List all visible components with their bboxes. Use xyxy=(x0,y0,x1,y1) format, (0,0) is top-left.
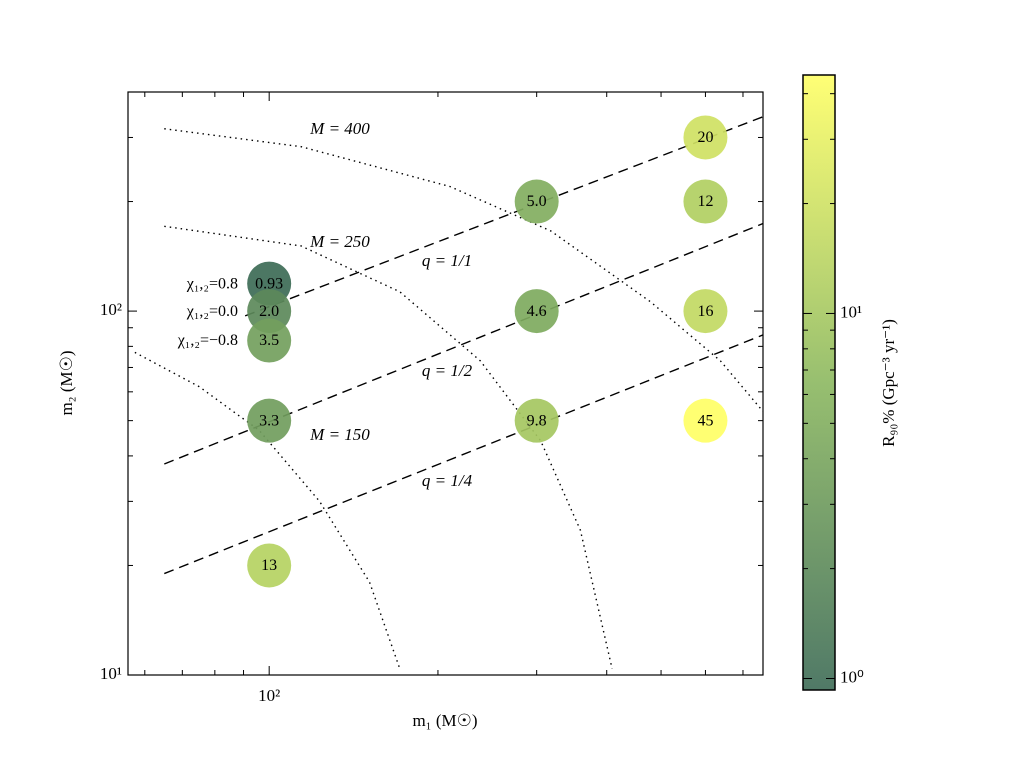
point xyxy=(514,179,559,224)
colorbar xyxy=(802,74,836,691)
line-label: q = 1/1 xyxy=(422,251,472,270)
ratio-line xyxy=(164,222,763,465)
point xyxy=(683,115,728,160)
x-tick-label: 10² xyxy=(258,686,280,705)
curve-label: M = 150 xyxy=(309,425,370,444)
plot-frame xyxy=(127,91,764,676)
point xyxy=(247,398,292,443)
point xyxy=(514,289,559,334)
point xyxy=(247,318,292,363)
point-label: 3.3 xyxy=(259,412,279,429)
line-label: q = 1/2 xyxy=(422,361,473,380)
spin-label: χ₁,₂=−0.8 xyxy=(177,332,238,349)
spin-label: χ₁,₂=0.8 xyxy=(186,275,238,292)
plot-lines xyxy=(134,116,763,670)
point-label: 16 xyxy=(697,303,713,320)
point-label: 9.8 xyxy=(527,412,547,429)
point xyxy=(683,398,728,443)
point-label: 12 xyxy=(697,193,713,210)
mass-curve xyxy=(134,351,401,670)
y-tick-label: 10¹ xyxy=(100,664,122,683)
colorbar-tick-label: 10⁰ xyxy=(840,667,864,686)
curve-label: M = 250 xyxy=(309,232,370,251)
point xyxy=(514,398,559,443)
point-label: 5.0 xyxy=(527,193,547,210)
point-label: 0.93 xyxy=(255,275,283,292)
mass-curve xyxy=(164,128,763,412)
y-tick-label: 10² xyxy=(100,300,122,319)
spin-label: χ₁,₂=0.0 xyxy=(186,303,238,320)
point-label: 45 xyxy=(697,412,713,429)
x-axis-label: m₁ (M☉) xyxy=(412,711,477,730)
colorbar-tick-label: 10¹ xyxy=(840,302,862,321)
point-label: 13 xyxy=(261,557,277,574)
y-axis-label: m₂ (M☉) xyxy=(57,350,76,415)
ratio-line xyxy=(164,334,763,575)
line-label: q = 1/4 xyxy=(422,471,473,490)
mass-curve xyxy=(164,225,613,669)
point xyxy=(683,289,728,334)
point-label: 2.0 xyxy=(259,303,279,320)
point-label: 4.6 xyxy=(527,303,547,320)
point-label: 20 xyxy=(697,129,713,146)
ratio-line xyxy=(244,116,763,317)
point-label: 3.5 xyxy=(259,332,279,349)
colorbar-label: R₉₀% (Gpc⁻³ yr⁻¹) xyxy=(879,319,898,447)
point xyxy=(683,179,728,224)
curve-label: M = 400 xyxy=(309,119,370,138)
point xyxy=(247,543,292,588)
